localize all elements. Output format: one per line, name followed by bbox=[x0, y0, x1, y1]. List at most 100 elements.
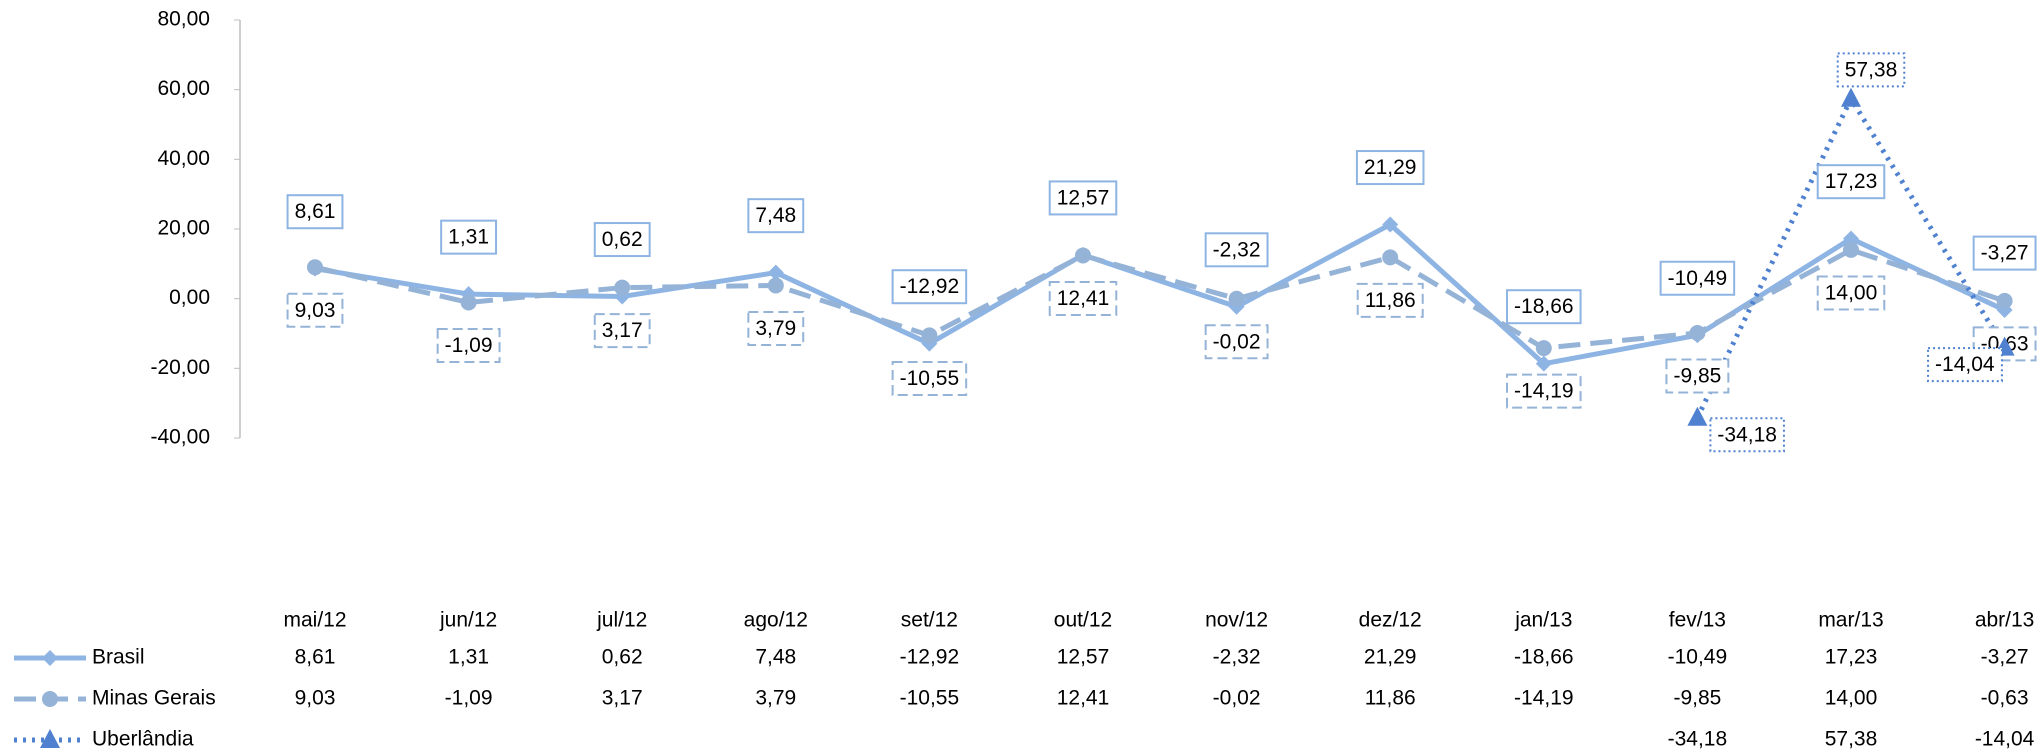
data-label: 17,23 bbox=[1825, 170, 1878, 193]
data-label: 57,38 bbox=[1845, 58, 1898, 81]
table-cell: -14,04 bbox=[1975, 728, 2035, 751]
table-cell: -10,55 bbox=[900, 687, 960, 710]
data-label-box bbox=[891, 269, 968, 305]
table-cell: -1,09 bbox=[445, 687, 493, 710]
data-label-box bbox=[891, 360, 968, 396]
marker bbox=[1996, 292, 2013, 309]
marker bbox=[42, 650, 58, 666]
table-cell: 7,48 bbox=[755, 646, 796, 669]
x-tick-label: mai/12 bbox=[283, 609, 346, 632]
marker bbox=[40, 729, 60, 748]
table-cell: -0,63 bbox=[1981, 687, 2029, 710]
data-label: 11,86 bbox=[1365, 289, 1416, 312]
marker bbox=[1535, 340, 1552, 357]
data-label-box bbox=[1048, 180, 1118, 216]
x-tick-label: mar/13 bbox=[1818, 609, 1883, 632]
table-cell: 3,17 bbox=[602, 687, 643, 710]
data-label: 21,29 bbox=[1364, 156, 1417, 179]
data-label-box bbox=[1709, 417, 1785, 453]
data-label-box bbox=[1356, 282, 1424, 318]
table-cell: -10,49 bbox=[1668, 646, 1728, 669]
data-label-box bbox=[1506, 289, 1582, 325]
marker bbox=[1687, 406, 1708, 426]
data-label: -12,92 bbox=[900, 275, 960, 298]
data-label-box bbox=[286, 292, 344, 328]
data-label: -14,19 bbox=[1514, 380, 1574, 403]
data-label: 7,48 bbox=[755, 204, 796, 227]
data-label: 12,57 bbox=[1057, 186, 1110, 209]
data-label: -0,02 bbox=[1213, 330, 1261, 353]
data-label-box bbox=[593, 222, 651, 258]
y-tick-label: 60,00 bbox=[157, 77, 210, 100]
marker bbox=[767, 264, 784, 281]
data-label-box bbox=[1816, 275, 1886, 311]
table-cell: 21,29 bbox=[1364, 646, 1417, 669]
marker bbox=[767, 277, 784, 294]
x-tick-label: nov/12 bbox=[1205, 609, 1268, 632]
y-tick-label: 40,00 bbox=[157, 147, 210, 170]
data-label-box bbox=[1972, 235, 2037, 271]
x-tick-label: dez/12 bbox=[1359, 609, 1422, 632]
data-label-box bbox=[1816, 164, 1886, 200]
table-cell: -9,85 bbox=[1673, 687, 1721, 710]
data-label: 14,00 bbox=[1825, 281, 1878, 304]
marker bbox=[1841, 87, 1861, 107]
data-label: -9,85 bbox=[1673, 365, 1721, 388]
table-cell: 9,03 bbox=[295, 687, 336, 710]
marker bbox=[1535, 355, 1552, 372]
data-label: 8,61 bbox=[295, 200, 336, 223]
table-cell: 14,00 bbox=[1825, 687, 1878, 710]
table-cell: -12,92 bbox=[900, 646, 960, 669]
data-label-box bbox=[1659, 260, 1736, 296]
data-label: -10,55 bbox=[900, 367, 960, 390]
data-label-box bbox=[1355, 150, 1425, 186]
marker bbox=[460, 294, 477, 311]
data-label-box bbox=[440, 219, 498, 255]
marker bbox=[614, 279, 631, 296]
x-tick-label: out/12 bbox=[1054, 609, 1112, 632]
table-cell: -34,18 bbox=[1668, 728, 1728, 751]
x-tick-label: ago/12 bbox=[744, 609, 808, 632]
x-tick-label: jan/13 bbox=[1514, 609, 1572, 632]
marker bbox=[1228, 290, 1245, 307]
table-cell: 12,41 bbox=[1057, 687, 1110, 710]
table-cell: 0,62 bbox=[602, 646, 643, 669]
legend-label: Minas Gerais bbox=[92, 687, 216, 710]
x-tick-label: jun/12 bbox=[439, 609, 497, 632]
data-label-box bbox=[286, 194, 344, 230]
marker bbox=[1382, 249, 1399, 266]
marker bbox=[1689, 324, 1706, 341]
data-label-box bbox=[1927, 347, 2003, 383]
x-tick-label: fev/13 bbox=[1669, 609, 1726, 632]
data-label: 3,79 bbox=[755, 317, 796, 340]
data-label: -1,09 bbox=[445, 334, 493, 357]
data-label-box bbox=[1836, 52, 1906, 88]
table-cell: 57,38 bbox=[1825, 728, 1878, 751]
data-label: 0,62 bbox=[602, 228, 643, 251]
data-label-box bbox=[1048, 280, 1118, 316]
y-tick-label: -40,00 bbox=[150, 426, 210, 449]
data-label: 9,03 bbox=[295, 299, 336, 322]
data-label: -3,27 bbox=[1981, 242, 2029, 265]
data-label-box bbox=[1665, 358, 1730, 394]
table-cell: 12,57 bbox=[1057, 646, 1110, 669]
y-tick-label: -20,00 bbox=[150, 356, 210, 379]
x-tick-label: set/12 bbox=[901, 609, 958, 632]
marker bbox=[921, 327, 938, 344]
x-tick-label: abr/13 bbox=[1975, 609, 2035, 632]
marker bbox=[42, 691, 58, 707]
table-cell: -18,66 bbox=[1514, 646, 1574, 669]
x-tick-label: jul/12 bbox=[596, 609, 647, 632]
data-label: 1,31 bbox=[448, 226, 489, 249]
data-label: -14,04 bbox=[1935, 353, 1995, 376]
y-tick-label: 0,00 bbox=[169, 286, 210, 309]
marker bbox=[1075, 247, 1091, 264]
table-cell: 11,86 bbox=[1365, 687, 1416, 710]
table-cell: -3,27 bbox=[1981, 646, 2029, 669]
table-cell: -0,02 bbox=[1213, 687, 1261, 710]
table-cell: -14,19 bbox=[1514, 687, 1574, 710]
data-label-box bbox=[436, 328, 501, 364]
data-label-box bbox=[747, 198, 805, 234]
data-label: -10,49 bbox=[1668, 267, 1728, 290]
